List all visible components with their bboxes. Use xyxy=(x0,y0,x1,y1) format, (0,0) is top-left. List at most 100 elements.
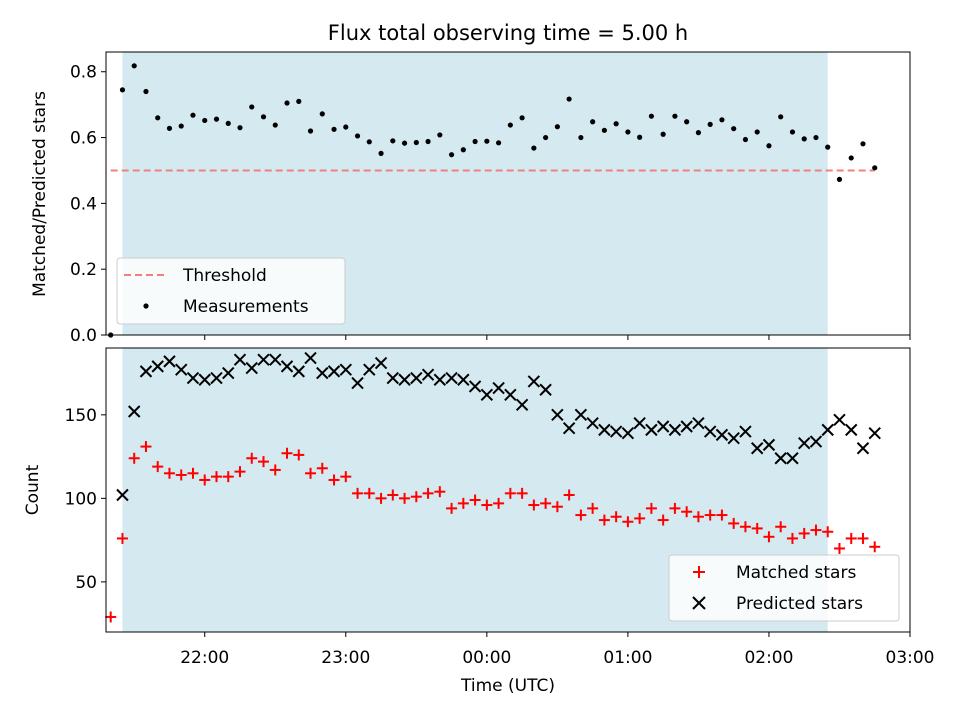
y-tick-label: 0.0 xyxy=(70,326,97,346)
measurement-point xyxy=(801,136,807,142)
matched-star-marker xyxy=(610,511,622,523)
measurement-point xyxy=(719,117,725,123)
predicted-star-marker xyxy=(715,428,729,442)
measurement-point xyxy=(366,139,372,145)
measurement-point xyxy=(213,116,220,122)
legend-label-predicted: Predicted stars xyxy=(736,594,863,614)
matched-star-marker xyxy=(869,541,881,553)
matched-star-marker xyxy=(140,441,152,453)
measurement-point xyxy=(848,155,854,161)
matched-star-marker xyxy=(751,522,763,534)
matched-star-marker xyxy=(234,466,246,478)
predicted-star-marker xyxy=(410,371,423,385)
measurement-point xyxy=(307,128,314,134)
bottom-legend: Matched stars Predicted stars xyxy=(668,554,900,622)
legend-label-matched: Matched stars xyxy=(736,563,856,583)
matched-star-marker xyxy=(363,487,375,499)
predicted-star-marker xyxy=(633,416,646,430)
dot-icon xyxy=(143,303,149,309)
matched-star-marker xyxy=(446,502,458,514)
predicted-star-marker xyxy=(374,356,388,370)
measurement-point xyxy=(437,132,443,138)
measurement-point xyxy=(813,134,819,141)
measurement-point xyxy=(578,134,584,141)
matched-star-marker xyxy=(775,521,787,533)
measurement-point xyxy=(660,131,666,137)
measurement-point xyxy=(143,88,149,95)
top-axes-frame xyxy=(105,51,911,336)
predicted-star-marker xyxy=(609,425,623,438)
y-tick-label: 0.8 xyxy=(70,63,97,83)
predicted-star-marker xyxy=(598,423,611,437)
measurement-point xyxy=(731,126,737,132)
predicted-star-marker xyxy=(222,366,235,380)
matched-star-marker xyxy=(551,501,563,513)
matched-star-marker xyxy=(598,514,610,526)
measurement-point xyxy=(566,96,572,102)
predicted-star-marker xyxy=(856,442,870,455)
measurement-point xyxy=(860,141,866,147)
predicted-star-marker xyxy=(727,432,740,445)
predicted-star-marker xyxy=(692,416,705,430)
bottom-y-ticks: 50 100 150 xyxy=(65,406,106,593)
measurement-point xyxy=(484,138,490,144)
matched-star-marker xyxy=(352,487,364,499)
measurement-point xyxy=(331,126,337,132)
x-tick-label: 00:00 xyxy=(462,648,511,668)
matched-star-marker xyxy=(222,471,234,483)
predicted-star-marker xyxy=(210,371,223,385)
matched-star-marker xyxy=(246,452,258,464)
matched-star-marker xyxy=(399,492,411,504)
predicted-star-marker xyxy=(245,361,258,375)
matched-star-marker xyxy=(152,461,164,473)
matched-star-marker xyxy=(422,487,434,499)
matched-star-marker xyxy=(622,516,634,528)
predicted-star-marker xyxy=(586,416,599,430)
predicted-star-marker xyxy=(257,353,270,366)
measurement-point xyxy=(507,122,513,128)
predicted-star-marker xyxy=(139,365,153,378)
matched-star-marker xyxy=(763,531,775,543)
matched-star-marker xyxy=(434,486,446,498)
measurement-point xyxy=(155,115,161,121)
matched-star-marker xyxy=(563,489,575,501)
measurement-point xyxy=(378,150,384,156)
matched-star-marker xyxy=(516,487,528,499)
matched-star-marker xyxy=(528,499,540,511)
predicted-star-marker xyxy=(798,437,811,450)
matched-star-marker xyxy=(481,499,493,511)
measurement-point xyxy=(590,119,596,125)
measurement-point xyxy=(789,129,796,135)
predicted-star-marker xyxy=(750,442,764,455)
predicted-star-marker xyxy=(269,353,282,366)
x-tick-label: 03:00 xyxy=(886,648,935,668)
measurement-point xyxy=(648,113,655,119)
predicted-star-marker xyxy=(539,383,552,396)
predicted-star-marker xyxy=(868,426,881,440)
predicted-star-marker xyxy=(833,413,846,427)
matched-star-marker xyxy=(328,474,340,486)
matched-star-marker xyxy=(645,502,657,514)
matched-star-marker xyxy=(845,532,857,544)
y-tick-label: 0.6 xyxy=(70,129,97,149)
predicted-star-marker xyxy=(128,405,141,418)
measurement-point xyxy=(872,165,878,171)
measurement-point xyxy=(625,129,631,135)
measurement-point xyxy=(166,125,173,131)
predicted-star-marker xyxy=(515,398,529,412)
matched-star-marker xyxy=(704,509,716,521)
legend-label-threshold: Threshold xyxy=(182,266,267,286)
top-x-ticks xyxy=(204,335,911,340)
predicted-stars-points xyxy=(116,351,881,502)
matched-star-marker xyxy=(175,469,187,481)
matched-star-marker xyxy=(281,447,293,459)
measurement-point xyxy=(519,115,525,121)
y-tick-label: 150 xyxy=(65,406,97,426)
measurement-point xyxy=(601,127,607,133)
measurement-point xyxy=(401,140,408,146)
measurement-point xyxy=(249,104,255,110)
predicted-star-marker xyxy=(562,421,576,435)
predicted-star-marker xyxy=(351,376,364,390)
matched-star-marker xyxy=(822,526,834,538)
